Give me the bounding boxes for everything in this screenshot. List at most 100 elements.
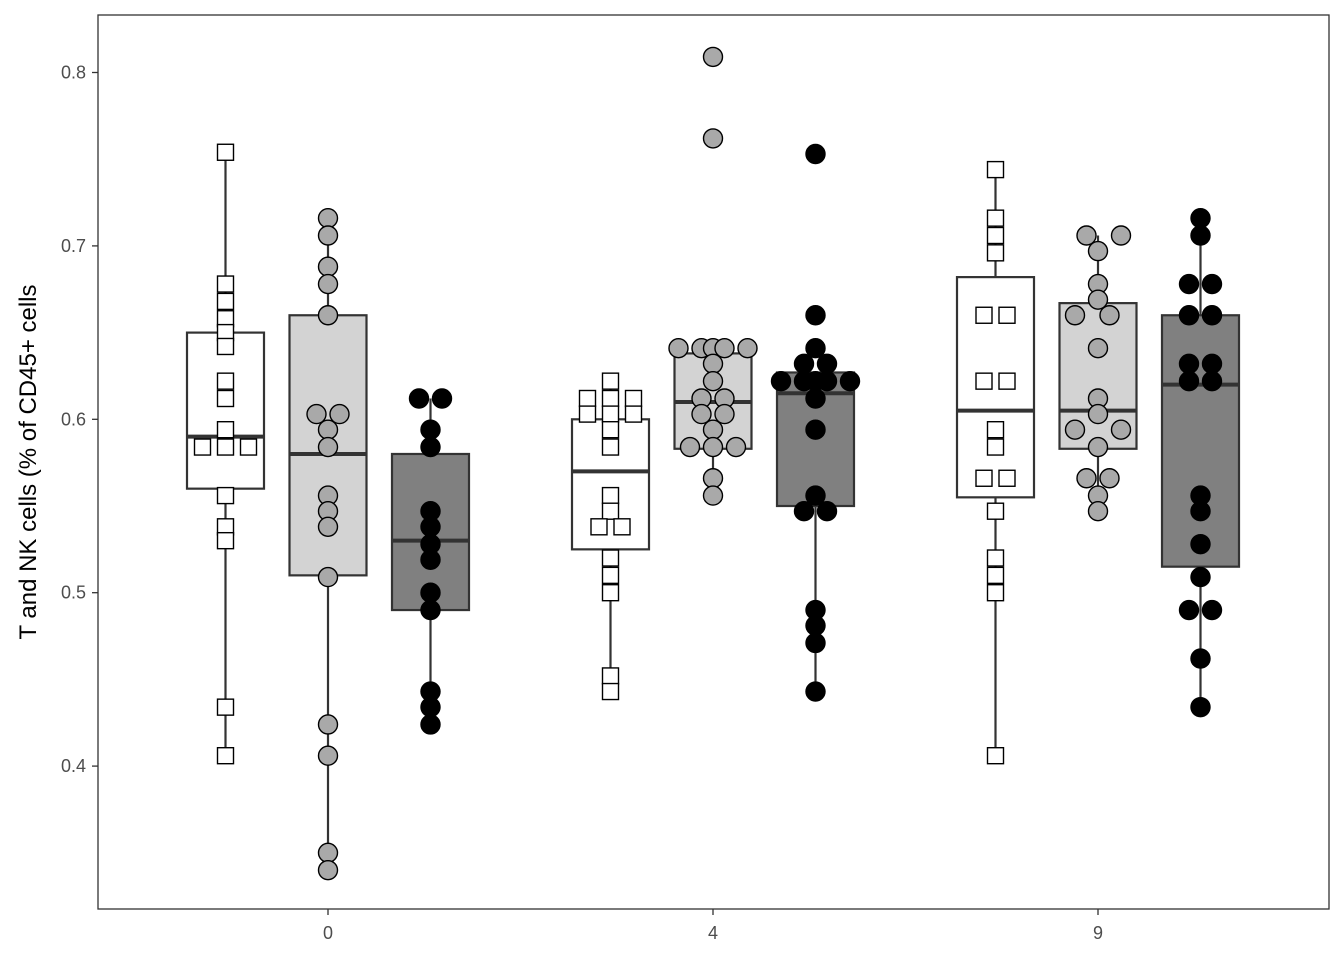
data-point-circle xyxy=(805,305,826,326)
data-point-circle xyxy=(1099,305,1120,326)
data-point-circle xyxy=(725,436,747,458)
data-point-circle xyxy=(805,632,826,654)
data-point-circle xyxy=(317,842,339,863)
data-point-square xyxy=(601,667,620,685)
data-point-circle xyxy=(805,388,826,409)
data-point-circle xyxy=(420,599,441,621)
data-point-square xyxy=(986,209,1005,227)
data-point-square xyxy=(216,531,235,550)
data-point-circle xyxy=(1190,696,1211,718)
data-point-square xyxy=(216,486,235,505)
data-point-circle xyxy=(317,745,339,766)
data-point-circle xyxy=(317,714,339,735)
data-point-circle xyxy=(420,714,441,735)
box xyxy=(185,331,266,490)
data-point-circle xyxy=(1178,370,1200,392)
data-point-square xyxy=(216,372,235,390)
data-point-circle xyxy=(1190,207,1211,229)
data-point-circle xyxy=(668,338,689,359)
data-point-square xyxy=(998,306,1016,324)
data-point-circle xyxy=(1076,225,1097,246)
data-point-square xyxy=(624,389,643,408)
data-point-circle xyxy=(1190,225,1211,246)
data-point-square xyxy=(986,549,1005,567)
data-point-square xyxy=(986,584,1005,602)
data-point-square xyxy=(986,160,1005,179)
data-point-circle xyxy=(816,501,838,522)
data-point-circle xyxy=(702,436,724,458)
data-point-square xyxy=(601,372,620,390)
data-point-circle xyxy=(702,370,724,392)
data-point-circle xyxy=(702,46,724,68)
data-point-circle xyxy=(702,468,724,489)
data-point-square xyxy=(216,746,235,765)
data-point-square xyxy=(986,226,1005,245)
data-point-circle xyxy=(317,566,339,588)
data-point-circle xyxy=(1201,305,1223,326)
y-tick-label: 0.4 xyxy=(61,756,86,776)
y-axis-title: T and NK cells (% of CD45+ cells xyxy=(15,284,42,639)
data-point-circle xyxy=(1110,419,1132,440)
data-point-circle xyxy=(714,338,735,359)
data-point-square xyxy=(975,469,993,487)
data-point-circle xyxy=(1064,419,1086,440)
data-point-circle xyxy=(317,256,339,277)
data-points xyxy=(193,46,1223,881)
data-point-circle xyxy=(805,681,826,702)
data-point-square xyxy=(216,421,235,439)
data-point-circle xyxy=(1190,501,1211,522)
data-point-circle xyxy=(1087,289,1109,310)
data-point-circle xyxy=(691,403,712,425)
data-point-square xyxy=(601,421,620,439)
data-point-square xyxy=(998,469,1016,487)
data-point-square xyxy=(601,438,620,456)
x-tick-label: 9 xyxy=(1093,923,1103,943)
data-point-circle xyxy=(1190,566,1211,588)
x-axis: 0 4 9 xyxy=(323,909,1103,943)
y-tick-label: 0.5 xyxy=(61,583,86,603)
data-point-square xyxy=(216,337,235,356)
y-tick-label: 0.8 xyxy=(61,63,86,83)
data-point-square xyxy=(986,566,1005,585)
data-point-circle xyxy=(317,225,339,246)
y-tick-label: 0.6 xyxy=(61,409,86,429)
box xyxy=(1160,314,1241,568)
data-point-circle xyxy=(805,143,826,165)
data-point-square xyxy=(578,405,597,423)
data-point-square xyxy=(216,698,235,716)
data-point-circle xyxy=(420,549,441,570)
data-point-circle xyxy=(1201,599,1223,621)
data-point-square xyxy=(601,389,620,408)
data-point-circle xyxy=(1087,338,1109,359)
data-point-circle xyxy=(1178,305,1200,326)
data-point-circle xyxy=(420,419,441,440)
data-point-circle xyxy=(317,305,339,326)
data-point-square xyxy=(624,405,643,423)
data-point-circle xyxy=(679,436,701,458)
data-point-square xyxy=(613,518,631,536)
data-point-circle xyxy=(816,353,838,375)
data-point-circle xyxy=(805,485,826,506)
data-point-circle xyxy=(1178,273,1200,295)
data-point-circle xyxy=(805,419,826,440)
data-point-circle xyxy=(408,388,430,409)
data-point-square xyxy=(601,682,620,701)
x-tick-label: 4 xyxy=(708,923,718,943)
data-point-circle xyxy=(329,403,350,425)
data-point-circle xyxy=(1178,353,1200,375)
data-point-square xyxy=(986,244,1005,262)
data-point-circle xyxy=(1178,599,1200,621)
data-point-circle xyxy=(702,419,724,440)
data-point-square xyxy=(601,566,620,585)
data-point-circle xyxy=(317,419,339,440)
data-point-circle xyxy=(1087,501,1109,522)
data-point-square xyxy=(578,389,597,408)
data-point-square xyxy=(590,518,608,536)
data-point-circle xyxy=(317,207,339,229)
data-point-circle xyxy=(714,403,735,425)
data-point-circle xyxy=(1201,353,1223,375)
data-point-square xyxy=(986,438,1005,456)
data-point-square xyxy=(986,746,1005,765)
